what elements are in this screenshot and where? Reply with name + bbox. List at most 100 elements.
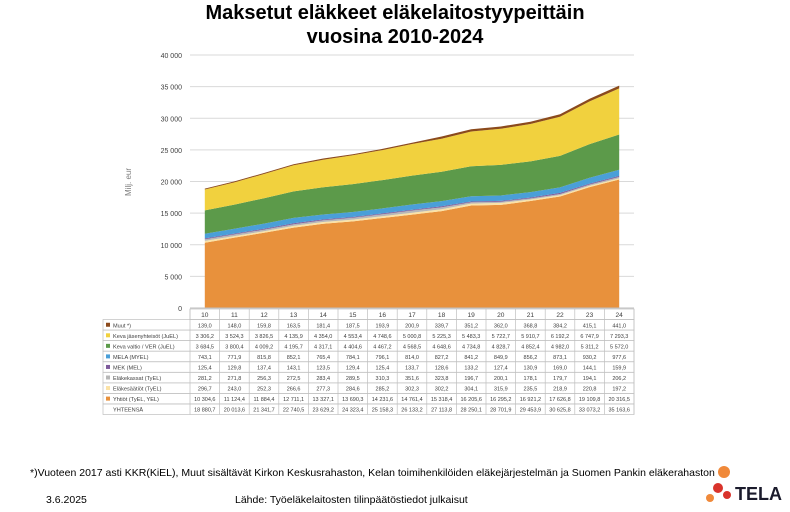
data-label: 200,1 [494, 376, 508, 382]
data-label: 11 884,4 [253, 397, 274, 403]
data-label: 18 880,7 [194, 408, 215, 414]
data-label: 20 316,5 [608, 397, 629, 403]
y-tick-label: 0 [178, 306, 182, 313]
data-label: 296,7 [198, 387, 212, 393]
logo-dot-red [713, 483, 723, 493]
data-label: 130,9 [524, 366, 538, 372]
data-label: 169,0 [553, 366, 567, 372]
legend-swatch [106, 364, 110, 369]
data-label: 415,1 [583, 323, 597, 329]
data-label: 35 163,6 [608, 408, 629, 414]
y-axis-label: Milj. eur [124, 168, 133, 196]
source-label: Lähde: Työeläkelaitosten tilinpäätöstied… [235, 494, 468, 506]
x-tick-label: 21 [527, 312, 535, 319]
y-tick-label: 40 000 [161, 53, 183, 60]
data-label: 5 311,2 [581, 344, 599, 350]
data-label: 144,1 [583, 366, 597, 372]
area-series-6 [204, 88, 620, 211]
x-tick-label: 18 [438, 312, 446, 319]
data-label: 4 852,4 [521, 344, 539, 350]
legend-label: Eläkesäätiöt (TyEL) [113, 387, 162, 393]
data-label: 11 124,4 [224, 397, 245, 403]
data-label: 14 761,4 [401, 397, 422, 403]
x-tick-label: 13 [290, 312, 298, 319]
data-label: 159,9 [612, 366, 626, 372]
data-label: 25 158,3 [372, 408, 393, 414]
data-label: 285,2 [376, 387, 390, 393]
data-label: 310,3 [376, 376, 390, 382]
y-tick-label: 25 000 [161, 148, 183, 155]
legend-label: Keva jäsenyhteisöt (JuEL) [113, 334, 178, 340]
data-label: 16 921,2 [520, 397, 541, 403]
data-label: 206,2 [612, 376, 626, 382]
y-tick-label: 10 000 [161, 243, 183, 250]
data-label: 220,8 [583, 387, 597, 393]
legend-label: MEK (MEL) [113, 366, 142, 372]
data-label: 127,4 [494, 366, 508, 372]
data-label: 362,0 [494, 323, 508, 329]
x-tick-label: 11 [231, 312, 238, 319]
legend-label: Keva valtio / VER (JuEL) [113, 344, 175, 350]
data-label: 3 826,5 [255, 334, 273, 340]
data-label: 4 135,9 [284, 334, 302, 340]
data-label: 3 306,2 [196, 334, 214, 340]
data-label: 13 327,1 [312, 397, 333, 403]
data-label: 123,5 [316, 366, 330, 372]
chart-title-line1: Maksetut eläkkeet eläkelaitostyypeittäin [205, 2, 585, 24]
data-label: 849,9 [494, 355, 508, 361]
data-label: 10 304,6 [194, 397, 215, 403]
x-tick-label: 22 [556, 312, 564, 319]
data-label: 815,8 [257, 355, 271, 361]
data-label: 977,6 [612, 355, 626, 361]
data-label: 304,1 [464, 387, 478, 393]
x-tick-label: 20 [497, 312, 505, 319]
data-label: 13 690,3 [342, 397, 363, 403]
data-label: 197,2 [612, 387, 626, 393]
data-label: 4 734,8 [462, 344, 480, 350]
data-label: 24 323,4 [342, 408, 363, 414]
legend-swatch [106, 375, 110, 380]
data-label: 4 828,7 [492, 344, 510, 350]
data-label: 28 250,1 [460, 408, 481, 414]
data-label: 29 453,9 [520, 408, 541, 414]
data-label: 271,8 [228, 376, 242, 382]
data-label: 4 404,6 [344, 344, 362, 350]
x-tick-label: 14 [320, 312, 328, 319]
data-label: 5 910,7 [521, 334, 539, 340]
data-label: 841,2 [464, 355, 478, 361]
data-label: 256,3 [257, 376, 271, 382]
data-label: 368,8 [524, 323, 538, 329]
footnote: *)Vuoteen 2017 asti KKR(KiEL), Muut sisä… [30, 467, 715, 479]
data-label: 852,1 [287, 355, 301, 361]
logo-text: TELA [735, 484, 782, 504]
data-label: 814,0 [405, 355, 419, 361]
legend-label: Yhtiöt (TyEL, YEL) [113, 397, 159, 403]
x-tick-label: 16 [379, 312, 387, 319]
data-label: 7 293,3 [610, 334, 628, 340]
data-label: 272,5 [287, 376, 301, 382]
area-series-4 [204, 169, 620, 239]
data-label: 3 800,4 [225, 344, 243, 350]
data-label: 20 013,6 [224, 408, 245, 414]
data-label: 133,7 [405, 366, 419, 372]
legend-label: Eläkekassat (TyEL) [113, 376, 161, 382]
legend-swatch [106, 333, 110, 338]
data-label: 827,2 [435, 355, 449, 361]
data-label: 3 524,3 [225, 334, 243, 340]
data-label: 302,2 [435, 387, 449, 393]
x-tick-label: 12 [260, 312, 268, 319]
data-label: 284,6 [346, 387, 360, 393]
area-series-5 [204, 134, 620, 234]
data-label: 129,8 [228, 366, 242, 372]
data-label: 339,7 [435, 323, 449, 329]
data-label: 22 740,5 [283, 408, 304, 414]
data-label: 129,4 [346, 366, 360, 372]
data-label: 125,4 [198, 366, 212, 372]
data-label: 765,4 [316, 355, 330, 361]
data-label: 4 195,7 [284, 344, 302, 350]
data-label: 784,1 [346, 355, 360, 361]
data-label: 159,8 [257, 323, 271, 329]
data-label: 4 317,1 [314, 344, 332, 350]
data-label: 4 748,6 [373, 334, 391, 340]
data-label: 181,4 [316, 323, 330, 329]
